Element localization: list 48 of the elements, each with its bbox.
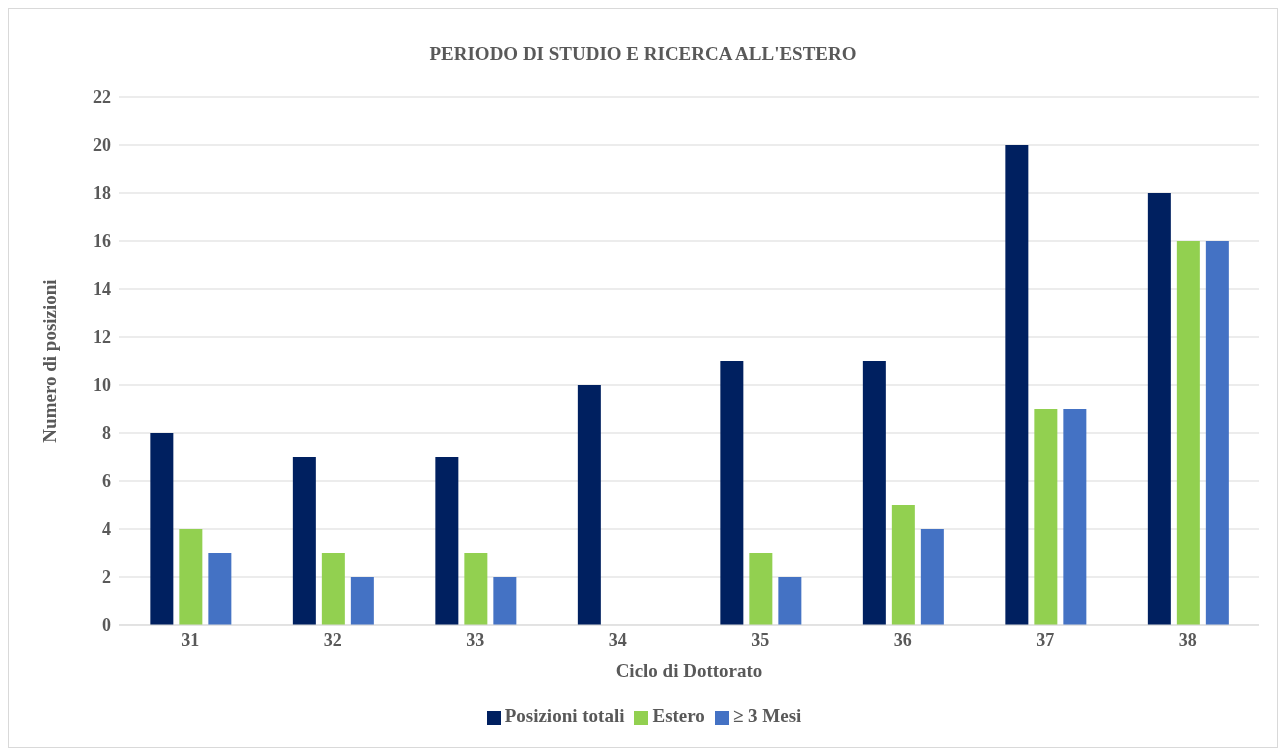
x-tick-label: 32 <box>323 629 342 650</box>
y-tick-label: 18 <box>93 183 111 204</box>
bar <box>150 433 174 625</box>
bar <box>350 577 374 625</box>
x-tick-label: 35 <box>751 629 770 650</box>
y-tick-label: 14 <box>93 279 111 300</box>
bar <box>321 553 345 625</box>
y-tick-label: 10 <box>93 375 111 396</box>
bar <box>891 505 915 625</box>
bar <box>1205 241 1229 625</box>
y-tick-label: 8 <box>102 423 111 444</box>
bar <box>778 577 802 625</box>
legend-label: Estero <box>652 705 705 726</box>
bar <box>292 457 316 625</box>
legend-label: Posizioni totali <box>504 705 625 726</box>
y-tick-label: 20 <box>93 135 111 156</box>
y-tick-label: 0 <box>102 615 111 636</box>
bar <box>179 529 203 625</box>
bar <box>1063 409 1087 625</box>
legend-label: ≥ 3 Mesi <box>732 705 802 726</box>
y-tick-label: 6 <box>102 471 111 492</box>
bar <box>720 361 744 625</box>
bar <box>749 553 773 625</box>
bar <box>920 529 944 625</box>
bar <box>464 553 488 625</box>
bar <box>1005 145 1029 625</box>
bar <box>1147 193 1171 625</box>
bar <box>577 385 601 625</box>
bar <box>1034 409 1058 625</box>
x-tick-label: 31 <box>181 629 200 650</box>
y-tick-label: 2 <box>102 567 111 588</box>
y-tick-label: 22 <box>93 87 111 108</box>
x-tick-label: 36 <box>893 629 912 650</box>
bar <box>862 361 886 625</box>
x-tick-label: 33 <box>466 629 485 650</box>
x-tick-label: 34 <box>608 629 627 650</box>
y-tick-label: 16 <box>93 231 111 252</box>
bar <box>208 553 232 625</box>
chart-title: PERIODO DI STUDIO E RICERCA ALL'ESTERO <box>428 43 858 65</box>
x-axis-title: Ciclo di Dottorato <box>615 660 763 681</box>
x-tick-label: 37 <box>1036 629 1055 650</box>
y-axis-title: Numero di posizioni <box>38 279 60 443</box>
bar <box>1176 241 1200 625</box>
bar <box>435 457 459 625</box>
x-tick-label: 38 <box>1178 629 1197 650</box>
bar <box>493 577 517 625</box>
y-tick-label: 4 <box>102 519 111 540</box>
y-tick-label: 12 <box>93 327 111 348</box>
